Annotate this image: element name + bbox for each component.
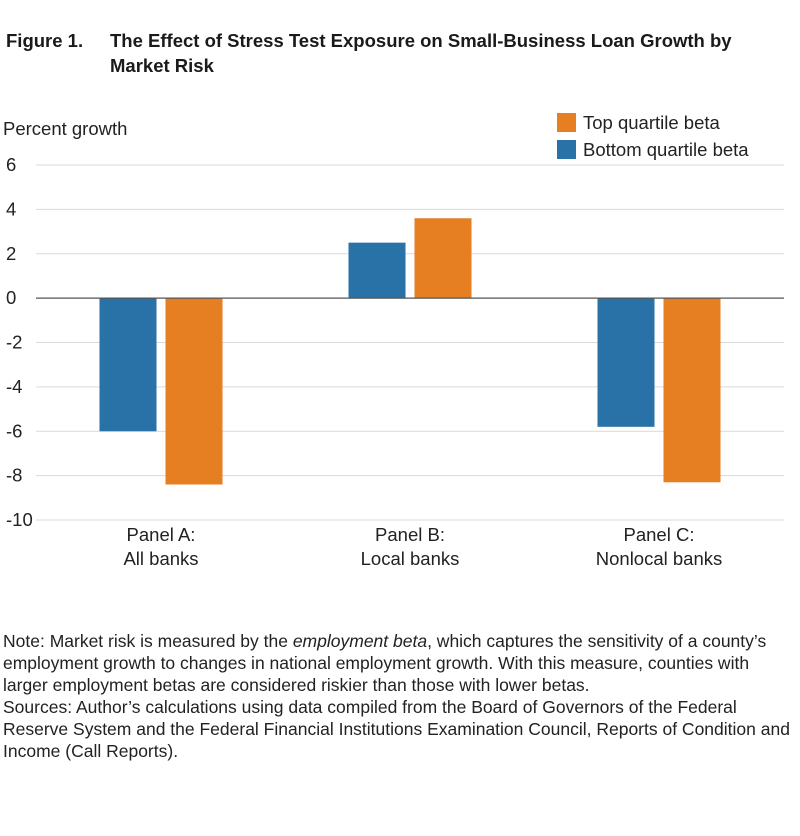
- gridlines: [36, 164, 784, 521]
- y-tick-label-8: -10: [6, 509, 33, 530]
- x-category-label-0-0: Panel A:: [127, 524, 196, 545]
- legend-label-top: Top quartile beta: [583, 112, 721, 133]
- bars: [99, 218, 721, 485]
- x-category-label-2-0: Panel C:: [624, 524, 695, 545]
- y-tick-label-3: 0: [6, 287, 16, 308]
- figure-number: Figure 1.: [6, 30, 84, 51]
- bar-top-0: [165, 298, 223, 485]
- legend-swatch-bottom: [557, 140, 576, 159]
- bar-bottom-1: [348, 242, 406, 299]
- notes: Note: Market risk is measured by the emp…: [3, 630, 798, 762]
- x-category-label-0-1: All banks: [123, 548, 198, 569]
- y-tick-label-5: -4: [6, 376, 22, 397]
- sources-text: Sources: Author’s calculations using dat…: [3, 697, 790, 761]
- bar-bottom-0: [99, 298, 157, 432]
- x-category-label-1-0: Panel B:: [375, 524, 445, 545]
- bar-top-2: [663, 298, 721, 483]
- y-tick-label-4: -2: [6, 332, 22, 353]
- note-prefix: Note: Market risk is measured by the: [3, 631, 293, 651]
- legend-swatch-top: [557, 113, 576, 132]
- bar-top-1: [414, 218, 472, 299]
- y-tick-label-0: 6: [6, 154, 16, 175]
- x-category-label-1-1: Local banks: [361, 548, 460, 569]
- bar-bottom-2: [597, 298, 655, 427]
- note-text: Note: Market risk is measured by the emp…: [3, 630, 798, 696]
- bar-chart: 6 4 2 0 -2 -4 -6 -8 -10 Panel A: All banks Panel B…: [3, 112, 784, 569]
- note-suffix: , which captures the sensitivity of a co…: [3, 631, 767, 695]
- figure-title: Figure 1. The Effect of Stress Test Expo…: [6, 28, 796, 78]
- y-axis-ticks: 6 4 2 0 -2 -4 -6 -8 -10: [6, 154, 33, 530]
- figure-title-text: The Effect of Stress Test Exposure on Sm…: [110, 30, 732, 76]
- legend-label-bottom: Bottom quartile beta: [583, 139, 749, 160]
- x-axis-labels: Panel A: All banks Panel B: Local banks Pane…: [123, 524, 722, 569]
- x-category-label-2-1: Nonlocal banks: [596, 548, 723, 569]
- note-emphasis: employment beta: [292, 631, 428, 651]
- y-tick-label-1: 4: [6, 198, 16, 219]
- y-axis-label: Percent growth: [3, 118, 127, 139]
- y-tick-label-6: -6: [6, 420, 22, 441]
- legend: Top quartile beta Bottom quartile beta: [557, 112, 749, 160]
- y-tick-label-2: 2: [6, 243, 16, 264]
- y-tick-label-7: -8: [6, 465, 22, 486]
